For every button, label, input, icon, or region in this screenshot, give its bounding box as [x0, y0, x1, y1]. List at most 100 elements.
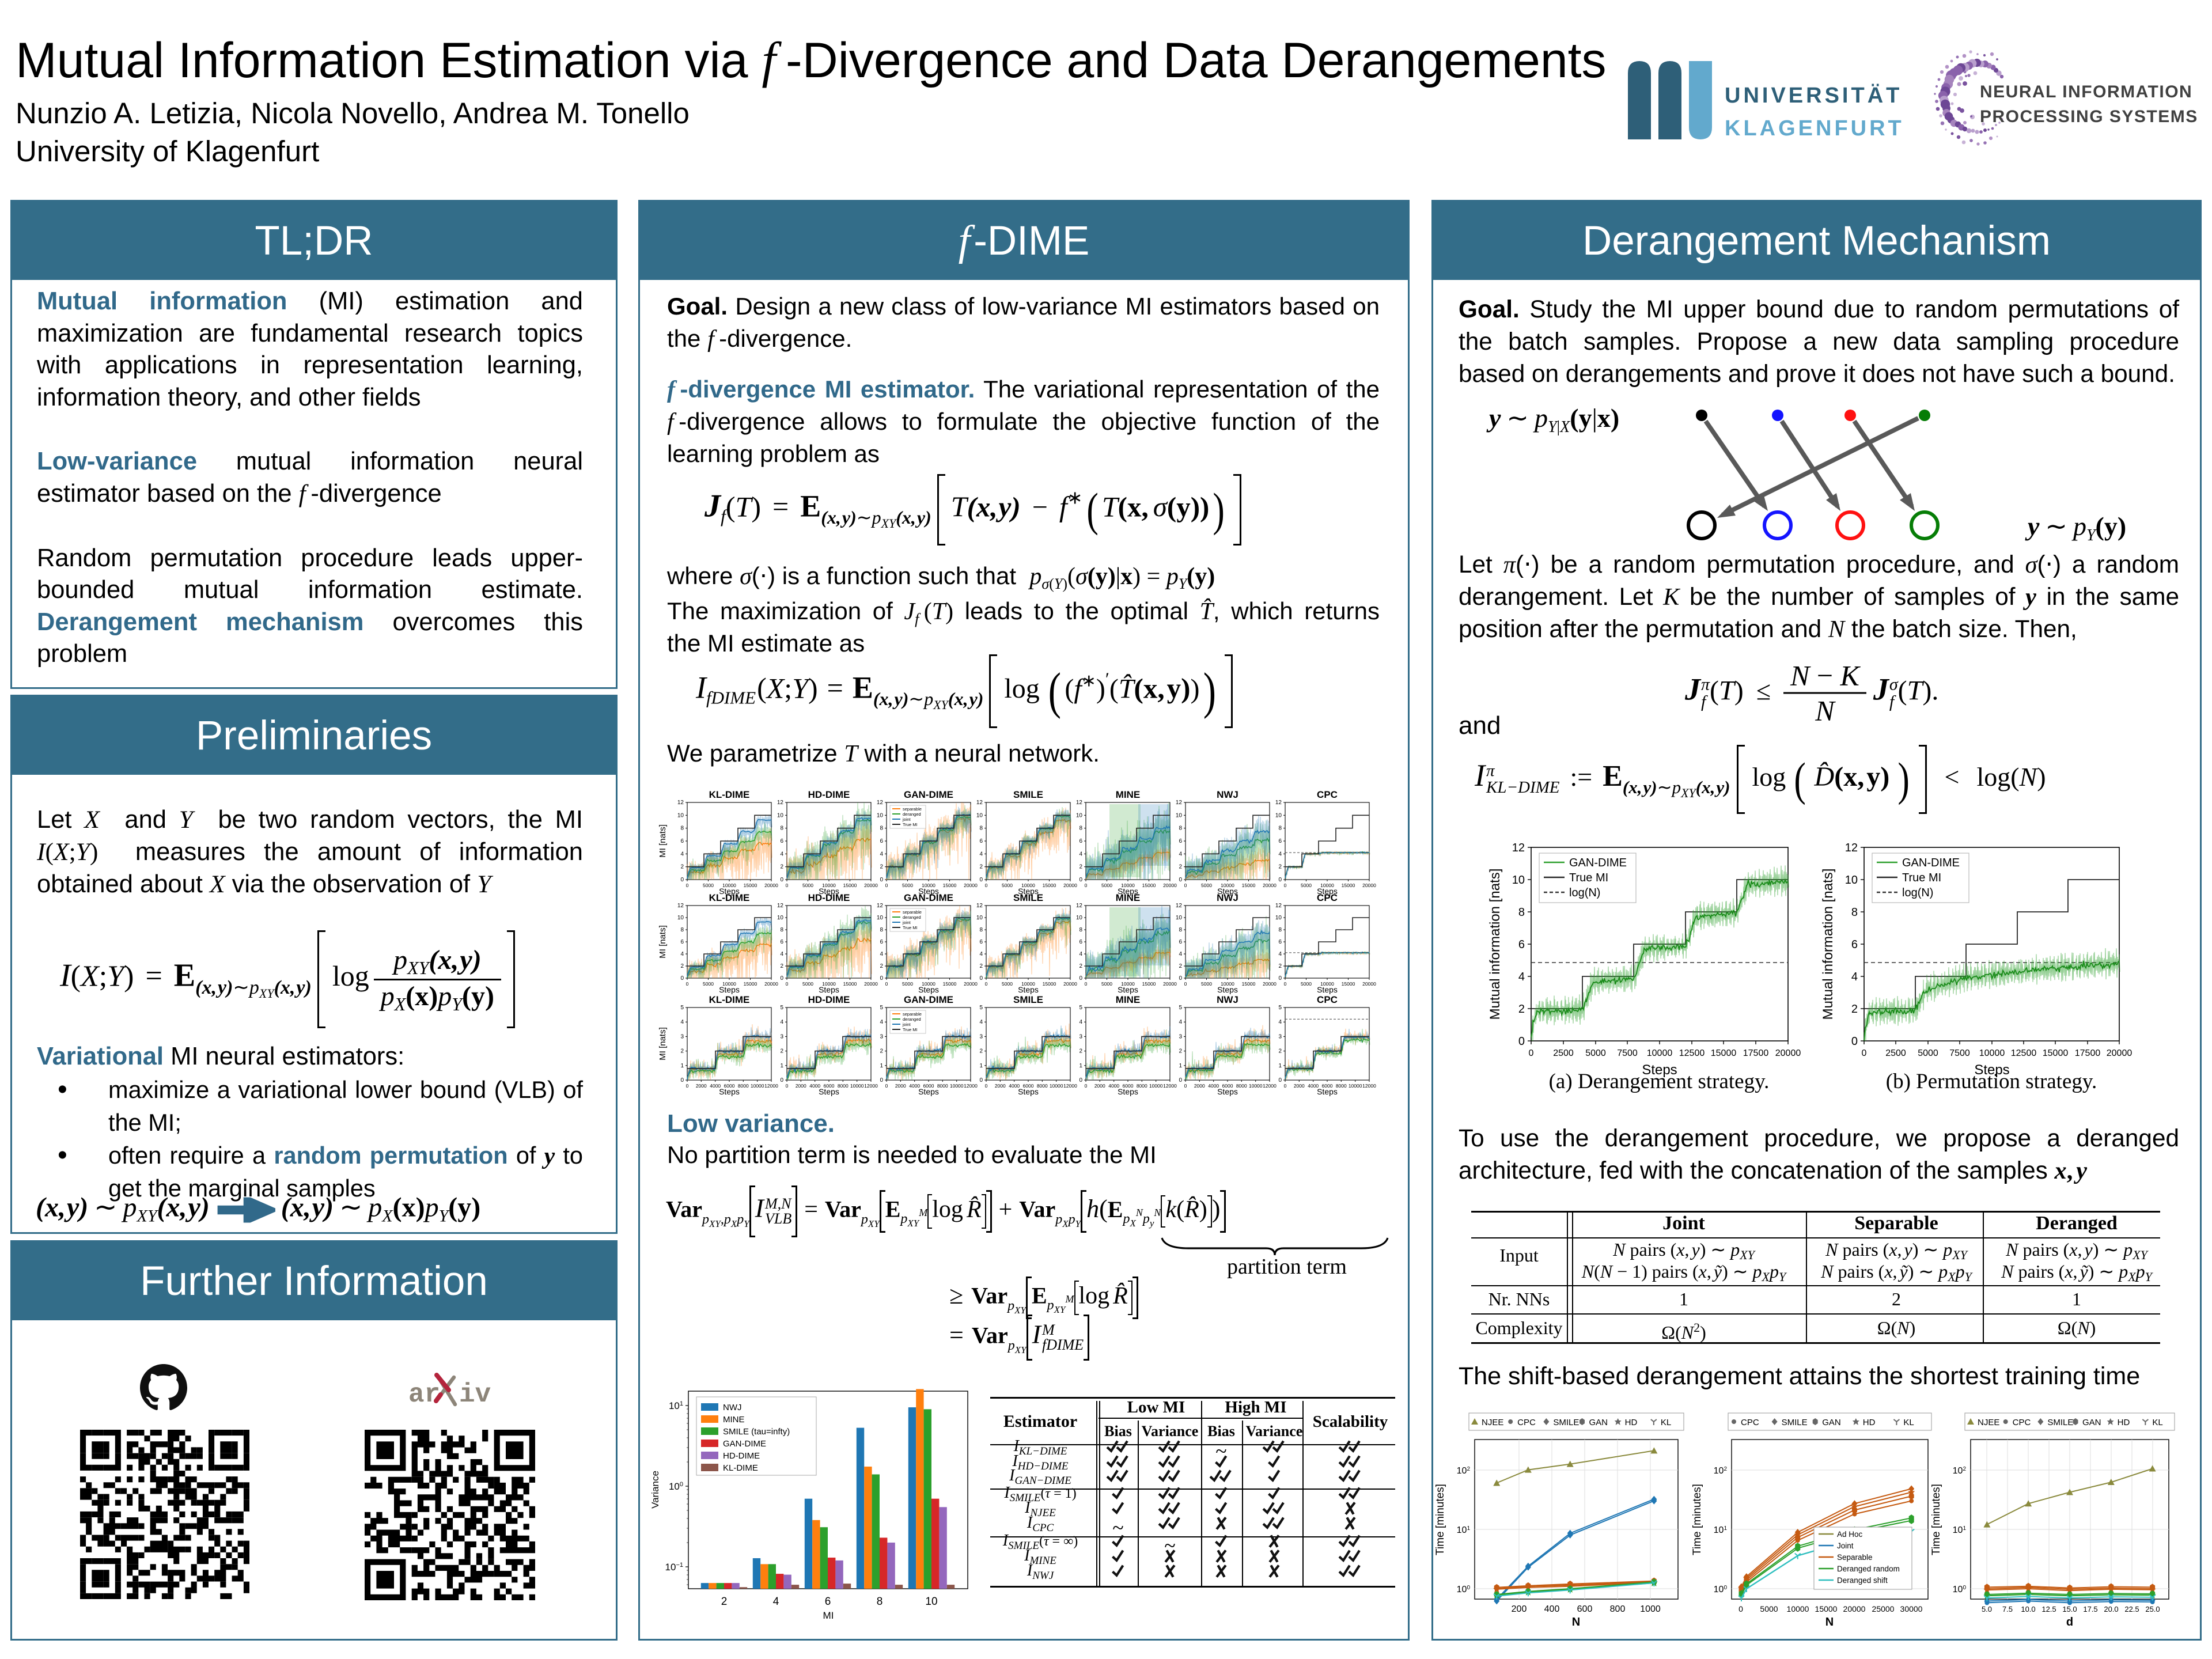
svg-text:SMILE: SMILE	[1013, 994, 1043, 1005]
svg-text:MINE: MINE	[1116, 994, 1141, 1005]
svg-text:5000: 5000	[802, 882, 813, 888]
svg-text:17500: 17500	[2075, 1048, 2101, 1058]
svg-text:Separable: Separable	[1837, 1553, 1873, 1562]
svg-text:log(N): log(N)	[1902, 887, 1933, 899]
svg-text:4: 4	[1278, 951, 1282, 957]
svg-text:0: 0	[786, 882, 789, 888]
svg-text:12500: 12500	[1679, 1048, 1705, 1058]
svg-text:10000: 10000	[1021, 882, 1035, 888]
svg-text:0: 0	[1284, 882, 1287, 888]
svg-text:10000: 10000	[1121, 981, 1135, 987]
svg-text:joint: joint	[902, 817, 911, 822]
svg-text:5: 5	[979, 1005, 983, 1011]
svg-text:GAN-DIME: GAN-DIME	[904, 892, 953, 903]
svg-text:Steps: Steps	[1317, 887, 1338, 896]
svg-text:1: 1	[680, 1063, 684, 1069]
svg-text:2000: 2000	[1094, 1083, 1105, 1089]
svg-text:2: 2	[1079, 1048, 1082, 1055]
svg-text:12000: 12000	[764, 1083, 778, 1089]
svg-text:2: 2	[1079, 864, 1082, 870]
svg-text:15000: 15000	[843, 981, 857, 987]
svg-text:10: 10	[976, 915, 983, 921]
svg-text:8: 8	[1851, 906, 1858, 919]
svg-text:NJEE: NJEE	[1978, 1418, 1999, 1427]
svg-text:5000: 5000	[1201, 981, 1212, 987]
svg-text:SMILE: SMILE	[1553, 1418, 1579, 1427]
svg-text:KL: KL	[1661, 1418, 1671, 1427]
svg-text:15000: 15000	[1142, 981, 1156, 987]
svg-text:deranged: deranged	[903, 812, 921, 817]
svg-text:4: 4	[979, 851, 983, 857]
svg-text:12000: 12000	[964, 1083, 978, 1089]
svg-text:20000: 20000	[2107, 1048, 2133, 1058]
svg-text:6: 6	[780, 838, 783, 844]
svg-text:12000: 12000	[1163, 1083, 1177, 1089]
svg-text:4: 4	[880, 851, 883, 857]
svg-text:6000: 6000	[923, 1083, 934, 1089]
svg-text:Steps: Steps	[1317, 1087, 1338, 1096]
svg-text:2: 2	[680, 1048, 684, 1055]
svg-text:20000: 20000	[764, 981, 778, 987]
svg-text:3: 3	[1079, 1033, 1082, 1040]
svg-text:15000: 15000	[1242, 882, 1256, 888]
svg-text:6000: 6000	[824, 1083, 835, 1089]
svg-text:5.0: 5.0	[1982, 1605, 1992, 1613]
svg-text:2: 2	[780, 1048, 783, 1055]
svg-text:6: 6	[880, 838, 883, 844]
svg-text:1: 1	[880, 1063, 883, 1069]
svg-text:15000: 15000	[744, 882, 757, 888]
svg-text:12: 12	[1512, 842, 1525, 854]
svg-text:Steps: Steps	[819, 985, 839, 994]
svg-text:GAN-DIME: GAN-DIME	[1902, 857, 1960, 869]
svg-text:0: 0	[1278, 877, 1282, 883]
svg-text:Steps: Steps	[1642, 1062, 1677, 1078]
svg-text:GAN-DIME: GAN-DIME	[1569, 857, 1627, 869]
svg-text:3: 3	[780, 1033, 783, 1040]
svg-text:12000: 12000	[1263, 1083, 1277, 1089]
svg-text:0: 0	[1851, 1035, 1858, 1048]
svg-text:4: 4	[1851, 971, 1858, 983]
svg-text:d: d	[2066, 1616, 2073, 1628]
svg-text:KL-DIME: KL-DIME	[709, 789, 750, 800]
svg-text:2: 2	[721, 1596, 728, 1608]
svg-text:10000: 10000	[822, 981, 836, 987]
svg-text:101: 101	[1714, 1525, 1728, 1536]
svg-text:8000: 8000	[1137, 1083, 1147, 1089]
svg-text:20000: 20000	[1362, 882, 1376, 888]
svg-text:20000: 20000	[1063, 882, 1077, 888]
svg-text:5000: 5000	[902, 882, 913, 888]
svg-text:MI: MI	[823, 1610, 834, 1621]
svg-text:4: 4	[680, 1019, 684, 1025]
svg-text:6: 6	[1851, 938, 1858, 951]
svg-text:400: 400	[1544, 1604, 1560, 1614]
svg-text:4000: 4000	[1308, 1083, 1319, 1089]
svg-text:2000: 2000	[1294, 1083, 1305, 1089]
svg-text:Steps: Steps	[1317, 985, 1338, 994]
svg-text:0: 0	[1085, 882, 1088, 888]
svg-text:1: 1	[780, 1063, 783, 1069]
svg-text:4: 4	[1079, 951, 1082, 957]
svg-text:2: 2	[1079, 963, 1082, 969]
svg-text:101: 101	[1953, 1525, 1967, 1536]
svg-text:HD-DIME: HD-DIME	[808, 994, 850, 1005]
svg-text:Deranged random: Deranged random	[1837, 1565, 1900, 1573]
svg-text:6: 6	[825, 1596, 831, 1608]
svg-text:HD-DIME: HD-DIME	[723, 1451, 760, 1461]
svg-text:CPC: CPC	[1741, 1418, 1759, 1427]
svg-text:4000: 4000	[1009, 1083, 1020, 1089]
svg-text:8: 8	[1179, 927, 1182, 933]
svg-text:10000: 10000	[1050, 1083, 1063, 1089]
svg-text:KL-DIME: KL-DIME	[709, 892, 750, 903]
svg-text:6000: 6000	[1023, 1083, 1034, 1089]
svg-text:12: 12	[976, 800, 983, 806]
svg-text:3: 3	[1278, 1033, 1282, 1040]
svg-text:10000: 10000	[1149, 1083, 1163, 1089]
svg-text:5: 5	[1278, 1005, 1282, 1011]
svg-text:Ad Hoc: Ad Hoc	[1837, 1530, 1863, 1539]
svg-text:GAN: GAN	[1822, 1418, 1841, 1427]
svg-text:2: 2	[880, 963, 883, 969]
svg-text:deranged: deranged	[903, 915, 921, 920]
svg-text:4: 4	[680, 951, 684, 957]
svg-text:10000: 10000	[922, 981, 935, 987]
svg-text:5000: 5000	[703, 981, 714, 987]
